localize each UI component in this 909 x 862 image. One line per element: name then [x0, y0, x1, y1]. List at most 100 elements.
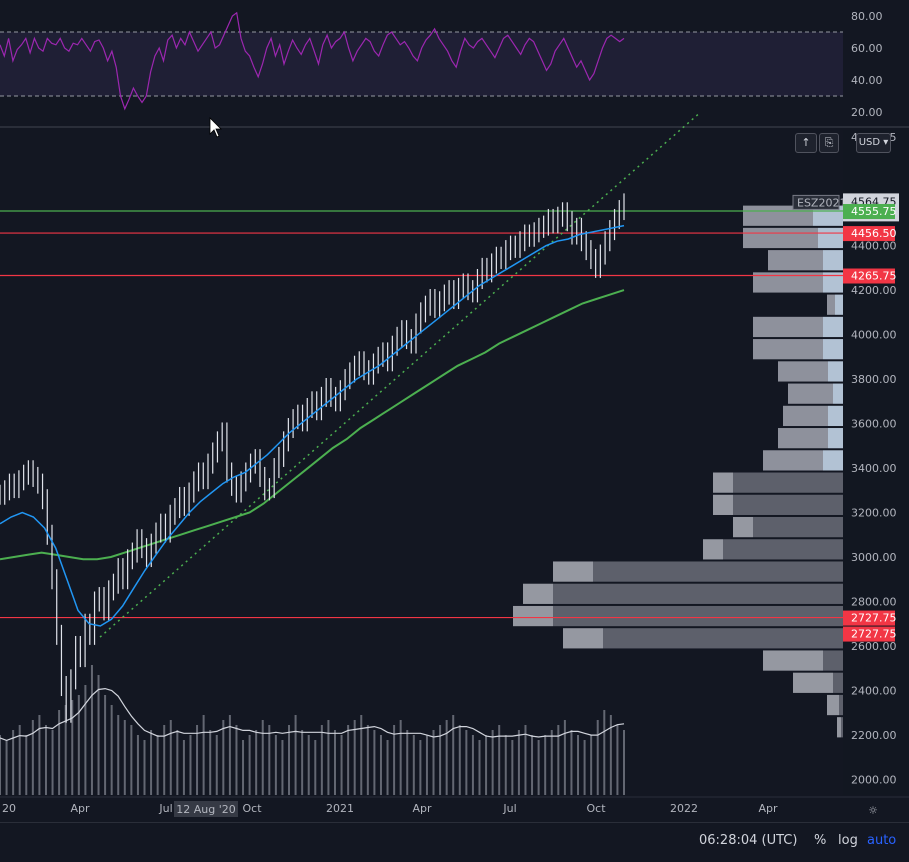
scroll-up-button[interactable]: ↑	[795, 133, 817, 153]
volume-profile-bar-up	[563, 628, 603, 649]
moving-average-fast-line	[0, 224, 625, 627]
volume-profile-bar-up	[778, 361, 828, 382]
time-tick-label: Apr	[70, 802, 90, 815]
price-tick-label: 2200.00	[851, 729, 897, 742]
volume-profile-bar-up	[523, 583, 553, 604]
time-tick-label: Jul	[158, 802, 172, 815]
volume-profile-bar-down	[839, 694, 843, 716]
volume-profile-bar-down	[835, 294, 843, 315]
price-tick-label: 4200.00	[851, 284, 897, 297]
price-axis[interactable]: 4600.004400.004200.004000.003800.003600.…	[792, 130, 909, 795]
price-tick-label: 3000.00	[851, 551, 897, 564]
time-axis[interactable]: 20 Apr Jul Oct 2021 Apr Jul Oct 2022 Apr 12 Aug '2…	[0, 796, 909, 817]
time-tick-label: Jul	[502, 802, 516, 815]
volume-profile-bar-down	[593, 561, 843, 582]
time-tick-label: Oct	[242, 802, 262, 815]
volume-profile-bar-down	[823, 339, 843, 360]
volume-profile-bar-up	[788, 383, 833, 404]
volume-profile-bar-down	[828, 361, 843, 382]
volume-profile-bar-up	[733, 516, 753, 538]
volume-profile-bar-up	[783, 405, 828, 427]
currency-select[interactable]: USD ▾	[856, 133, 891, 153]
volume-profile-bar-up	[837, 717, 841, 738]
volume-profile-bar-up	[753, 316, 823, 338]
log-toggle[interactable]: log	[838, 833, 858, 848]
level-price-label: 4555.75	[851, 205, 897, 218]
price-tick-label: 2800.00	[851, 596, 897, 609]
volume-profile-bar-down	[603, 628, 843, 649]
level-price-label: 2727.75	[851, 628, 897, 641]
price-pane[interactable]	[0, 113, 843, 795]
volume-profile-bar-up	[793, 672, 833, 693]
volume-profile-bar-down	[553, 605, 843, 627]
level-price-box[interactable]	[843, 268, 895, 284]
volume-profile-bar-down	[833, 672, 843, 693]
volume-profile-bar-up	[827, 694, 839, 716]
volume-profile-bar-down	[733, 494, 843, 515]
volume-profile-bar-down	[818, 227, 843, 249]
rsi-tick-label: 60.00	[851, 42, 883, 55]
auto-toggle[interactable]: auto	[867, 833, 897, 848]
mouse-cursor-icon	[209, 117, 222, 138]
volume-profile-bar-down	[733, 472, 843, 493]
time-tick-label: Oct	[586, 802, 606, 815]
volume-profile-bar-down	[753, 516, 843, 538]
volume-average-line	[0, 687, 625, 742]
volume-profile-bar-up	[778, 428, 828, 449]
volume-profile-bar-up	[768, 250, 823, 271]
level-price-box[interactable]	[843, 226, 895, 242]
settings-gear-icon[interactable]: ☼	[868, 804, 878, 817]
price-tick-label: 4400.00	[851, 240, 897, 253]
level-price-label: 4265.75	[851, 270, 897, 283]
price-tick-label: 3600.00	[851, 418, 897, 431]
level-price-label: 4456.50	[851, 227, 897, 240]
rsi-pane[interactable]: 80.00 60.00 40.00 20.00	[0, 10, 883, 119]
level-price-box[interactable]	[843, 610, 895, 626]
volume-profile-bar-down	[841, 717, 843, 738]
price-tick-label: 2400.00	[851, 684, 897, 697]
volume-profile-bar-up	[753, 272, 823, 293]
volume-profile-bar-up	[553, 561, 593, 582]
volume-profile-bar-down	[833, 383, 843, 404]
time-tick-label: 2021	[326, 802, 354, 815]
crosshair-date-label: 12 Aug '20	[176, 803, 236, 816]
volume-profile-bar-up	[703, 539, 723, 560]
price-tick-label: 4000.00	[851, 329, 897, 342]
rsi-tick-label: 80.00	[851, 10, 883, 23]
trendline[interactable]	[99, 113, 699, 638]
level-price-box[interactable]	[843, 626, 895, 642]
volume-profile-bar-up	[743, 227, 818, 249]
time-tick-label: 20	[2, 802, 16, 815]
price-tick-label: 3400.00	[851, 462, 897, 475]
volume-profile-bar-up	[713, 472, 733, 493]
volume-profile-bar-up	[713, 494, 733, 515]
volume-profile-bar-down	[823, 272, 843, 293]
volume-profile-bar-down	[823, 450, 843, 471]
level-price-box[interactable]	[843, 204, 895, 220]
price-tick-label: 2600.00	[851, 640, 897, 653]
rsi-tick-label: 40.00	[851, 74, 883, 87]
volume-profile-bar-down	[823, 250, 843, 271]
crosshair-date-box	[174, 801, 238, 817]
percent-toggle[interactable]: %	[814, 833, 827, 848]
rsi-tick-label: 20.00	[851, 106, 883, 119]
time-tick-label: Apr	[412, 802, 432, 815]
screenshot-button[interactable]: ⎘	[819, 133, 839, 153]
price-tick-label: 3800.00	[851, 373, 897, 386]
price-tick-label: 3200.00	[851, 507, 897, 520]
volume-profile-bar-down	[823, 650, 843, 671]
bottom-bar: 06:28:04 (UTC) % log auto	[0, 822, 909, 862]
volume-profile-bar-up	[753, 339, 823, 360]
time-tick-label: Apr	[758, 802, 778, 815]
volume-profile-bar-down	[553, 583, 843, 604]
volume-profile-bar-down	[723, 539, 843, 560]
rsi-band-fill	[0, 32, 843, 96]
currency-label: USD	[858, 137, 881, 148]
volume-profile-bar-down	[828, 428, 843, 449]
volume-profile-bar-up	[763, 650, 823, 671]
utc-clock[interactable]: 06:28:04 (UTC)	[699, 833, 798, 848]
moving-average-slow-line	[0, 289, 625, 561]
volume-profile-bar-up	[763, 450, 823, 471]
level-price-label: 2727.75	[851, 612, 897, 625]
